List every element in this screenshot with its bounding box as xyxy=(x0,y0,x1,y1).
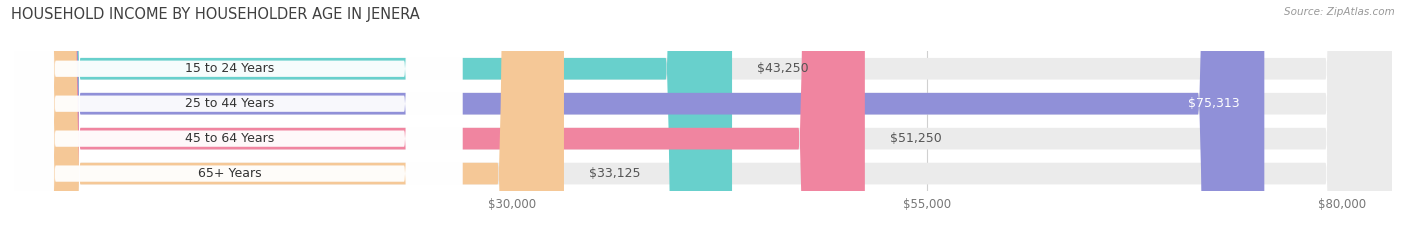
Text: $43,250: $43,250 xyxy=(756,62,808,75)
Text: Source: ZipAtlas.com: Source: ZipAtlas.com xyxy=(1284,7,1395,17)
Text: 65+ Years: 65+ Years xyxy=(198,167,262,180)
FancyBboxPatch shape xyxy=(0,0,463,233)
Text: $33,125: $33,125 xyxy=(589,167,640,180)
Text: 15 to 24 Years: 15 to 24 Years xyxy=(186,62,274,75)
FancyBboxPatch shape xyxy=(14,0,1392,233)
FancyBboxPatch shape xyxy=(14,0,733,233)
Text: HOUSEHOLD INCOME BY HOUSEHOLDER AGE IN JENERA: HOUSEHOLD INCOME BY HOUSEHOLDER AGE IN J… xyxy=(11,7,420,22)
FancyBboxPatch shape xyxy=(14,0,1392,233)
FancyBboxPatch shape xyxy=(14,0,564,233)
FancyBboxPatch shape xyxy=(0,0,463,233)
FancyBboxPatch shape xyxy=(14,0,1392,233)
FancyBboxPatch shape xyxy=(14,0,1264,233)
FancyBboxPatch shape xyxy=(14,0,1392,233)
Text: 25 to 44 Years: 25 to 44 Years xyxy=(186,97,274,110)
Text: $51,250: $51,250 xyxy=(890,132,942,145)
Text: $75,313: $75,313 xyxy=(1188,97,1240,110)
FancyBboxPatch shape xyxy=(0,0,463,233)
FancyBboxPatch shape xyxy=(0,0,463,233)
Text: 45 to 64 Years: 45 to 64 Years xyxy=(186,132,274,145)
FancyBboxPatch shape xyxy=(14,0,865,233)
